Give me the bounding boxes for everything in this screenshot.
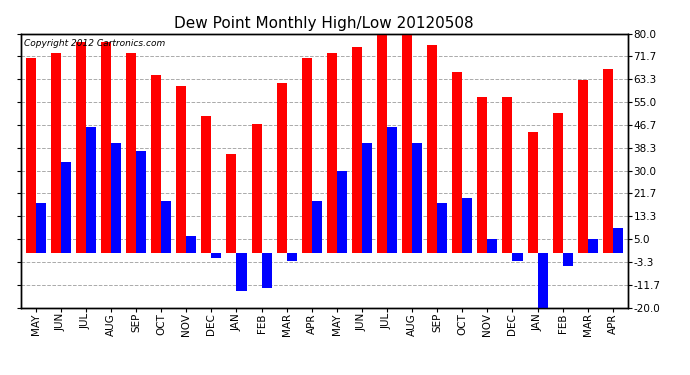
Bar: [211, 253, 221, 258]
Bar: [186, 236, 197, 253]
Bar: [562, 253, 573, 266]
Bar: [513, 253, 522, 261]
Bar: [252, 124, 262, 253]
Bar: [477, 97, 487, 253]
Bar: [176, 86, 186, 253]
Bar: [101, 42, 111, 253]
Bar: [437, 204, 447, 253]
Bar: [452, 72, 462, 253]
Bar: [377, 28, 387, 253]
Bar: [613, 228, 623, 253]
Bar: [427, 45, 437, 253]
Bar: [277, 83, 286, 253]
Bar: [337, 171, 347, 253]
Bar: [588, 239, 598, 253]
Bar: [603, 69, 613, 253]
Text: Copyright 2012 Cartronics.com: Copyright 2012 Cartronics.com: [23, 39, 165, 48]
Bar: [286, 253, 297, 261]
Bar: [237, 253, 246, 291]
Bar: [578, 80, 588, 253]
Bar: [362, 143, 372, 253]
Bar: [402, 34, 412, 253]
Bar: [302, 58, 312, 253]
Bar: [226, 154, 237, 253]
Bar: [36, 204, 46, 253]
Bar: [538, 253, 548, 308]
Bar: [51, 53, 61, 253]
Bar: [387, 127, 397, 253]
Bar: [136, 152, 146, 253]
Bar: [111, 143, 121, 253]
Bar: [312, 201, 322, 253]
Bar: [201, 116, 211, 253]
Bar: [528, 132, 538, 253]
Bar: [26, 58, 36, 253]
Bar: [412, 143, 422, 253]
Bar: [502, 97, 513, 253]
Title: Dew Point Monthly High/Low 20120508: Dew Point Monthly High/Low 20120508: [175, 16, 474, 31]
Bar: [161, 201, 171, 253]
Bar: [76, 42, 86, 253]
Bar: [487, 239, 497, 253]
Bar: [462, 198, 473, 253]
Bar: [553, 113, 562, 253]
Bar: [262, 253, 272, 288]
Bar: [126, 53, 136, 253]
Bar: [352, 47, 362, 253]
Bar: [151, 75, 161, 253]
Bar: [327, 53, 337, 253]
Bar: [61, 162, 71, 253]
Bar: [86, 127, 96, 253]
